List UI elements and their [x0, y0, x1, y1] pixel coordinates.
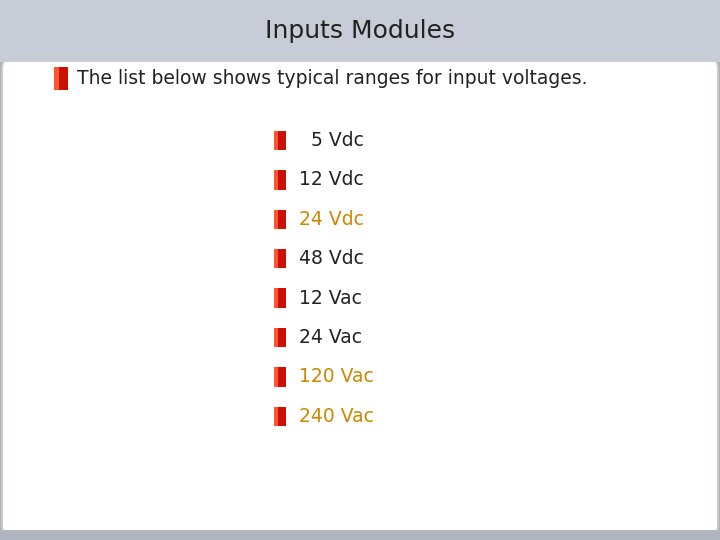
FancyBboxPatch shape	[274, 407, 286, 426]
Text: 120 Vac: 120 Vac	[299, 367, 374, 387]
FancyBboxPatch shape	[274, 249, 277, 268]
FancyBboxPatch shape	[274, 170, 277, 190]
Text: Inputs Modules: Inputs Modules	[265, 19, 455, 43]
FancyBboxPatch shape	[274, 407, 277, 426]
FancyBboxPatch shape	[54, 67, 58, 90]
Text: 12 Vac: 12 Vac	[299, 288, 361, 308]
FancyBboxPatch shape	[274, 131, 286, 150]
Text: 5 Vdc: 5 Vdc	[299, 131, 364, 150]
Text: 24 Vdc: 24 Vdc	[299, 210, 364, 229]
FancyBboxPatch shape	[54, 67, 68, 90]
FancyBboxPatch shape	[274, 367, 277, 387]
FancyBboxPatch shape	[274, 367, 286, 387]
Text: 48 Vdc: 48 Vdc	[299, 249, 364, 268]
FancyBboxPatch shape	[274, 210, 286, 229]
Text: The list below shows typical ranges for input voltages.: The list below shows typical ranges for …	[77, 69, 588, 88]
FancyBboxPatch shape	[274, 328, 277, 347]
FancyBboxPatch shape	[274, 170, 286, 190]
FancyBboxPatch shape	[0, 530, 720, 540]
FancyBboxPatch shape	[274, 328, 286, 347]
Text: 12 Vdc: 12 Vdc	[299, 170, 364, 190]
FancyBboxPatch shape	[274, 288, 277, 308]
FancyBboxPatch shape	[274, 131, 277, 150]
FancyBboxPatch shape	[274, 288, 286, 308]
Text: 240 Vac: 240 Vac	[299, 407, 374, 426]
FancyBboxPatch shape	[274, 210, 277, 229]
FancyBboxPatch shape	[0, 0, 720, 62]
Text: 24 Vac: 24 Vac	[299, 328, 362, 347]
FancyBboxPatch shape	[2, 55, 718, 538]
FancyBboxPatch shape	[274, 249, 286, 268]
